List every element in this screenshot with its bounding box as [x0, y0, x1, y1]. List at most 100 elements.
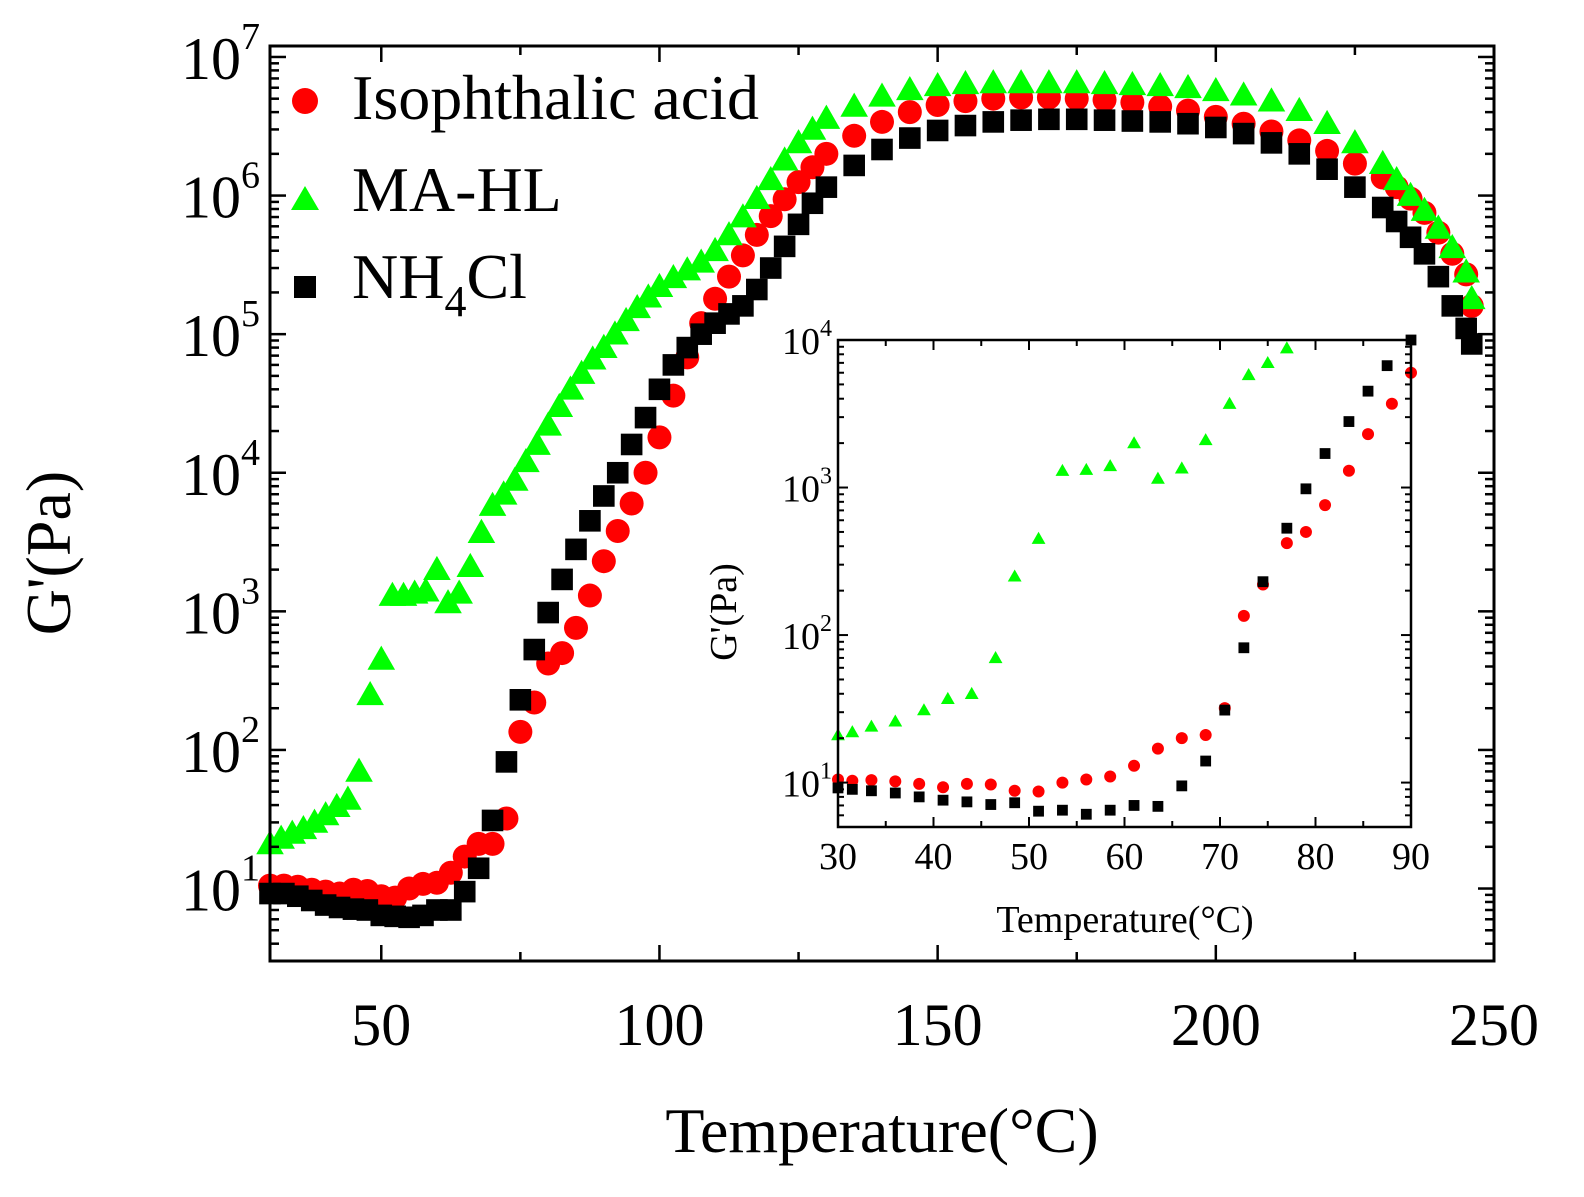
inset-point-ma-hl	[1055, 463, 1070, 476]
inset-point-ma-hl	[1007, 569, 1022, 582]
main-point-nh4cl	[495, 751, 518, 773]
main-point-isophthalic-acid	[758, 204, 783, 229]
main-point-ma-hl	[770, 146, 799, 171]
main-point-isophthalic-acid	[1120, 90, 1145, 115]
main-point-ma-hl	[1396, 181, 1425, 206]
main-point-ma-hl	[489, 480, 518, 505]
main-point-ma-hl	[534, 411, 562, 436]
main-point-isophthalic-acid	[814, 141, 839, 166]
main-point-ma-hl	[289, 814, 318, 840]
main-point-ma-hl	[1035, 69, 1063, 94]
main-y-tick-label: 102	[181, 709, 260, 785]
inset-point-isophthalic-acid	[937, 781, 950, 794]
main-y-tick-base: 10	[181, 442, 241, 508]
main-point-ma-hl	[1229, 81, 1258, 106]
inset-x-tick-label: 50	[1010, 836, 1048, 878]
main-point-isophthalic-acid	[717, 264, 741, 289]
inset-point-isophthalic-acid	[1280, 537, 1293, 550]
inset-y-tick-exponent: 3	[820, 464, 832, 490]
main-x-tick-label: 100	[614, 992, 704, 1058]
main-point-ma-hl	[923, 71, 952, 97]
inset-point-ma-hl	[1127, 436, 1141, 449]
inset-point-ma-hl	[1151, 471, 1165, 484]
main-point-ma-hl	[756, 165, 785, 191]
legend-label-nh4cl-subscript: 4	[444, 277, 466, 326]
inset-y-axis-title: G'(Pa)	[703, 563, 745, 661]
main-point-nh4cl	[1441, 295, 1464, 317]
inset-point-nh4cl	[1362, 385, 1374, 397]
main-point-ma-hl	[512, 447, 540, 473]
inset-point-ma-hl	[964, 686, 979, 699]
inset-point-nh4cl	[846, 783, 858, 795]
main-point-ma-hl	[1146, 71, 1174, 97]
inset-y-tick-base: 10	[782, 469, 820, 511]
inset-point-isophthalic-acid	[846, 774, 859, 787]
main-point-nh4cl	[565, 538, 587, 561]
main-point-nh4cl	[537, 601, 559, 624]
main-point-ma-hl	[951, 70, 980, 95]
inset-point-nh4cl	[961, 796, 973, 808]
inset-y-tick-label: 102	[782, 611, 832, 658]
main-y-tick-label: 107	[181, 16, 260, 92]
main-point-nh4cl	[871, 138, 893, 161]
inset-point-isophthalic-acid	[1128, 759, 1141, 772]
main-point-ma-hl	[1313, 109, 1341, 135]
main-point-ma-hl	[456, 552, 485, 578]
inset-point-isophthalic-acid	[1342, 464, 1355, 477]
main-x-tick-label: 250	[1449, 992, 1539, 1058]
main-point-isophthalic-acid	[870, 109, 894, 134]
inset-y-tick-base: 10	[782, 321, 820, 363]
inset-point-nh4cl	[1319, 448, 1331, 459]
inset-point-isophthalic-acid	[984, 778, 997, 791]
main-point-ma-hl	[687, 248, 715, 273]
main-point-nh4cl	[620, 433, 643, 456]
inset-y-tick-exponent: 1	[820, 759, 832, 785]
inset-point-nh4cl	[889, 787, 901, 799]
main-point-nh4cl	[926, 119, 949, 142]
main-point-isophthalic-acid	[730, 243, 755, 268]
main-point-nh4cl	[787, 213, 810, 236]
main-point-nh4cl	[551, 568, 573, 591]
main-point-nh4cl	[1344, 176, 1366, 198]
inset-point-nh4cl	[866, 785, 877, 797]
inset-x-axis-title: Temperature(°C)	[996, 899, 1253, 941]
inset-point-isophthalic-acid	[1385, 397, 1398, 410]
inset-point-nh4cl	[1009, 797, 1021, 809]
main-point-nh4cl	[648, 378, 671, 401]
main-point-ma-hl	[784, 129, 813, 154]
main-point-isophthalic-acid	[897, 100, 922, 125]
main-point-ma-hl	[356, 680, 384, 706]
main-point-ma-hl	[701, 236, 729, 262]
main-point-ma-hl	[556, 375, 585, 400]
inset-point-nh4cl	[1080, 808, 1092, 820]
main-point-ma-hl	[467, 518, 496, 543]
main-point-isophthalic-acid	[591, 549, 616, 574]
inset-point-isophthalic-acid	[1199, 729, 1212, 742]
inset-point-nh4cl	[1176, 780, 1188, 792]
inset-x-tick-label: 60	[1106, 836, 1144, 878]
inset-point-nh4cl	[1033, 805, 1044, 817]
main-point-ma-hl	[1257, 87, 1286, 112]
main-point-ma-hl	[1118, 70, 1147, 96]
main-point-ma-hl	[445, 579, 473, 604]
main-point-ma-hl	[743, 184, 771, 210]
inset-point-isophthalic-acid	[1151, 742, 1164, 755]
legend-label-nh4cl-main: NH	[352, 241, 444, 312]
main-point-isophthalic-acid	[577, 583, 602, 608]
main-point-nh4cl	[954, 114, 977, 137]
main-point-nh4cl	[1460, 333, 1483, 355]
inset-point-nh4cl	[1219, 704, 1231, 716]
inset-point-isophthalic-acid	[1237, 609, 1250, 622]
main-point-ma-hl	[1202, 77, 1230, 102]
main-point-nh4cl	[982, 111, 1005, 133]
inset-point-ma-hl	[940, 691, 955, 704]
legend-label-nh4cl-tail: Cl	[466, 241, 526, 312]
inset-point-nh4cl	[937, 794, 949, 806]
inset-x-tick-labels: 30 40 50 60 70 80 90	[819, 836, 1430, 878]
main-point-ma-hl	[567, 359, 596, 384]
main-point-ma-hl	[411, 577, 440, 602]
main-point-nh4cl	[662, 354, 685, 376]
